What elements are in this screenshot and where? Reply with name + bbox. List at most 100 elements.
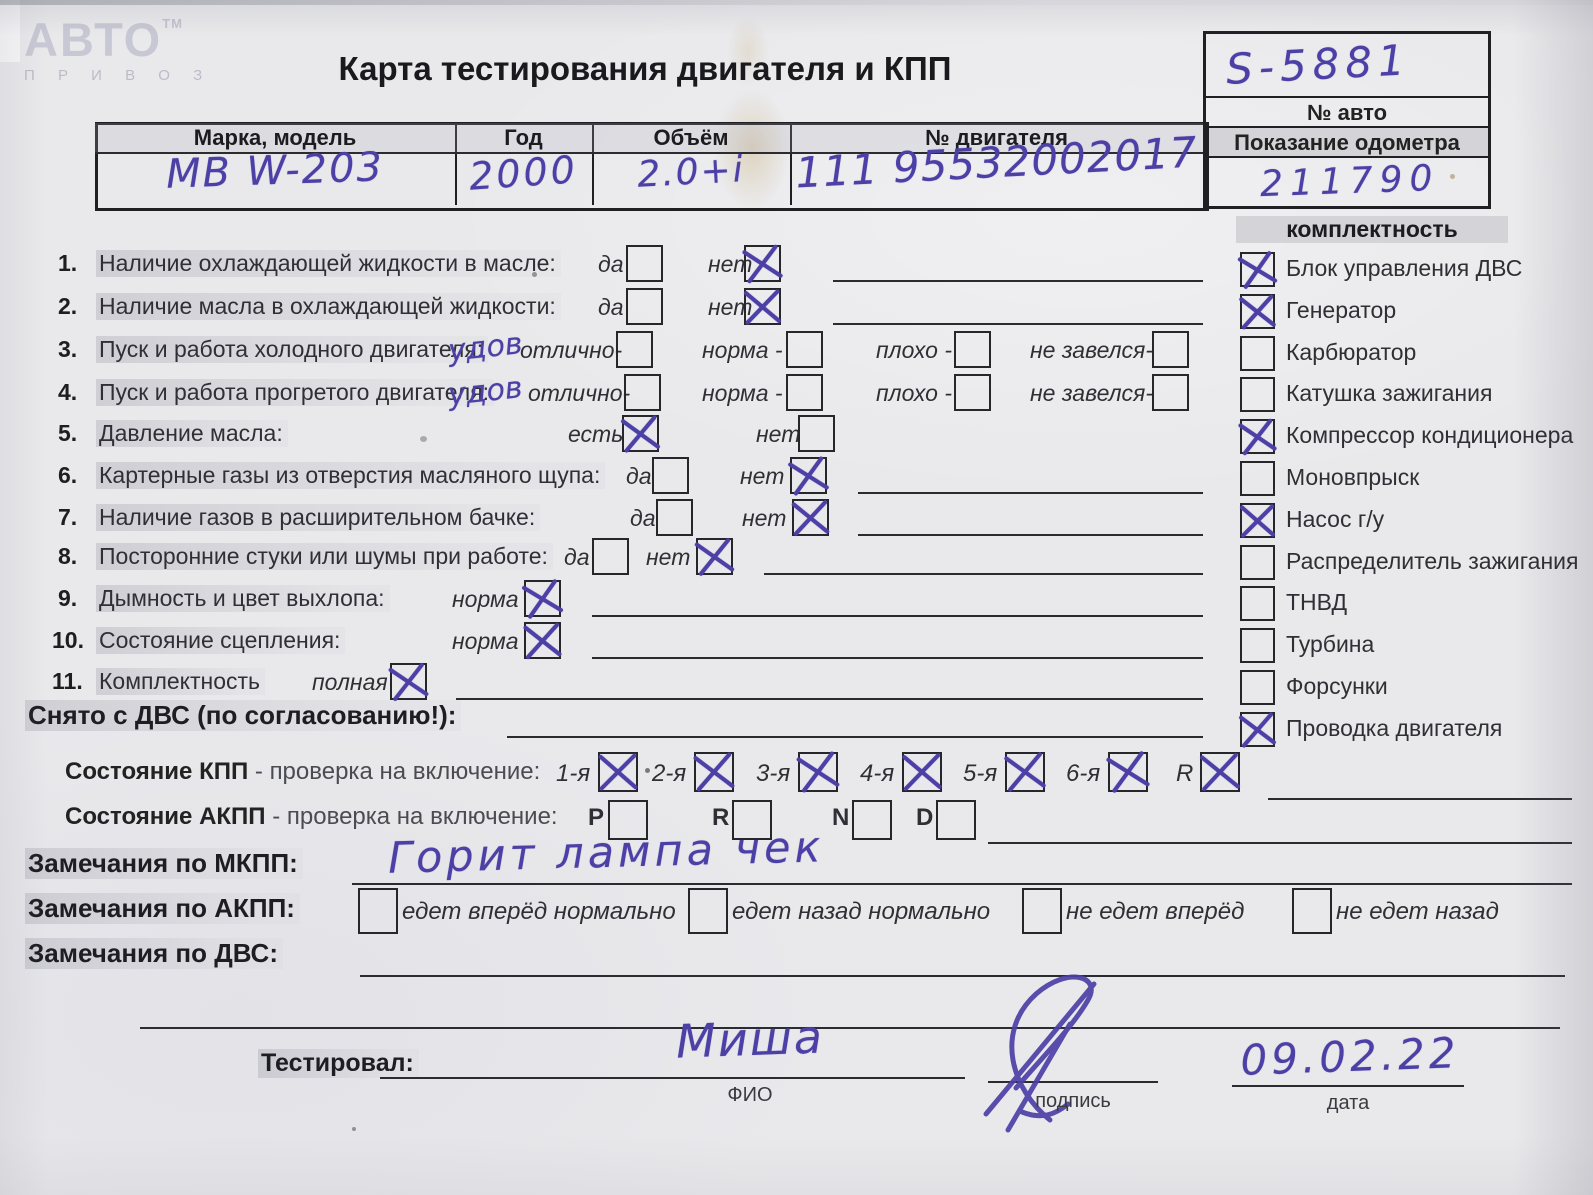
- gear-label: R: [1176, 760, 1194, 787]
- akpp-remark-checkbox-1: [688, 888, 728, 934]
- checklist-item-number: 9.: [58, 585, 78, 611]
- check-mark: [698, 536, 731, 577]
- akpp-remark-option-label: едет вперёд нормально: [402, 898, 676, 925]
- gear-label: 3-я: [756, 760, 791, 787]
- checklist-4-option-checkbox: [786, 374, 823, 411]
- check-mark: [1242, 417, 1273, 456]
- gearbox-status-label-rest: - проверка на включение:: [248, 758, 541, 785]
- gearbox-status-label: Состояние КПП - проверка на включение:: [65, 758, 540, 786]
- completeness-item-label: Проводка двигателя: [1286, 715, 1503, 741]
- akpp-remark-option-label: едет назад нормально: [732, 898, 991, 925]
- completeness-checkbox-2: [1240, 336, 1275, 371]
- table-header-divider: [95, 152, 1203, 154]
- checklist-3-option-checkbox: [1152, 331, 1189, 368]
- agear-position-label: D: [916, 804, 934, 831]
- checklist-option-label: плохо -: [876, 337, 952, 363]
- checklist-answer-line: [858, 492, 1203, 494]
- check-mark: [1241, 711, 1274, 748]
- check-mark: [623, 414, 658, 453]
- date-handwriting: 09.02.22: [1239, 1028, 1461, 1085]
- agear-position-label: N: [832, 804, 850, 831]
- checklist-6-option-checkbox: [787, 455, 830, 496]
- checklist-4-option-checkbox: [624, 374, 661, 411]
- checklist-option-label: нет: [740, 463, 785, 489]
- checklist-5-option-checkbox: [620, 414, 661, 453]
- paper-top-edge: [0, 0, 1593, 5]
- gear-label: 1-я: [556, 760, 591, 787]
- checklist-option-label: не завелся-: [1030, 337, 1154, 363]
- agear-position-label: R: [712, 804, 730, 831]
- checklist-answer-line: [833, 323, 1203, 325]
- check-mark: [793, 455, 824, 496]
- completeness-checkbox-10: [1240, 670, 1275, 705]
- checklist-item-number: 8.: [58, 543, 78, 569]
- completeness-item-label: Карбюратор: [1286, 339, 1417, 365]
- completeness-item-label: Компрессор кондиционера: [1286, 422, 1574, 448]
- checklist-item-label: Пуск и работа холодного двигателя:: [96, 336, 489, 363]
- checklist-7-option-checkbox: [656, 499, 693, 536]
- checklist-4-option-checkbox: [1152, 374, 1189, 411]
- akpp-remark-option-label: не едет назад: [1336, 898, 1499, 925]
- vehicle-table-header-3: № двигателя: [790, 123, 1203, 152]
- form-title: Карта тестирования двигателя и КПП: [338, 50, 952, 87]
- fio-line: [380, 1077, 965, 1079]
- checklist-item-number: 10.: [52, 627, 84, 653]
- checklist-item-label: Состояние сцепления:: [96, 627, 346, 654]
- avtoprivoz-logo: АВТОТМ П Р И В О З: [24, 16, 212, 84]
- checklist-2-option-checkbox: [743, 288, 782, 325]
- auto-gearbox-answer-line: [988, 842, 1572, 844]
- checklist-item-label: Картерные газы из отверстия масляного щу…: [96, 462, 606, 489]
- checklist-3-option-checkbox: [616, 331, 653, 368]
- completeness-item-label: ТНВД: [1286, 589, 1348, 615]
- completeness-item-label: Турбина: [1286, 631, 1375, 657]
- date-line: [1232, 1085, 1464, 1087]
- auto-gearbox-status-label-bold: Состояние АКПП: [65, 803, 266, 830]
- check-mark: [1007, 751, 1043, 793]
- checklist-option-label: норма: [452, 586, 519, 612]
- checklist-option-label: норма: [452, 628, 519, 654]
- gear-label: 4-я: [860, 760, 895, 787]
- agear-checkbox-N: [852, 800, 892, 840]
- checklist-item-label: Наличие масла в охлаждающей жидкости:: [96, 293, 561, 320]
- gear-checkbox-R: [1199, 752, 1241, 792]
- tester-name-handwriting: Миша: [675, 1009, 825, 1069]
- checklist-item-number: 5.: [58, 420, 78, 446]
- paper-corner-highlight: [0, 0, 20, 62]
- checklist-1-option-checkbox: [741, 243, 784, 284]
- checklist-option-label: не завелся-: [1030, 380, 1154, 406]
- checklist-answer-line: [833, 280, 1203, 282]
- separator-line: [140, 1027, 1560, 1029]
- remarks-mkpp-label: Замечания по МКПП:: [25, 848, 303, 879]
- checklist-6-option-checkbox: [652, 457, 689, 494]
- removed-from-engine-label: Снято с ДВС (по согласованию!):: [25, 700, 462, 731]
- akpp-remark-checkbox-0: [358, 888, 398, 934]
- ink-dot: [645, 768, 650, 773]
- checklist-item-label: Дымность и цвет выхлопа:: [96, 585, 390, 612]
- check-mark: [1111, 750, 1145, 794]
- checklist-option-label: отлично-: [520, 337, 623, 363]
- checklist-item-label: Посторонние стуки или шумы при работе:: [96, 543, 553, 570]
- gear-checkbox-3-я: [795, 750, 841, 794]
- auto-gearbox-status-label: Состояние АКПП - проверка на включение:: [65, 803, 558, 831]
- auto-number-handwriting: S-5881: [1224, 35, 1412, 94]
- gear-checkbox-6-я: [1105, 750, 1151, 794]
- check-mark: [392, 661, 425, 702]
- completeness-item-label: Форсунки: [1286, 673, 1388, 699]
- completeness-checkbox-9: [1240, 628, 1275, 663]
- odometer-header: Показание одометра: [1206, 126, 1488, 156]
- mkpp-answer-line: [352, 883, 1572, 885]
- checklist-4-option-checkbox: [954, 374, 991, 411]
- check-mark: [1242, 249, 1273, 290]
- checklist-1-option-checkbox: [626, 245, 663, 282]
- completeness-checkbox-0: [1237, 249, 1278, 290]
- checklist-answer-line: [592, 657, 1203, 659]
- table-column-divider: [455, 122, 457, 205]
- completeness-checkbox-6: [1239, 503, 1276, 538]
- vehicle-table-header-1: Год: [455, 123, 592, 152]
- dvs-answer-line: [360, 975, 1565, 977]
- check-mark: [696, 751, 732, 793]
- completeness-item-label: Генератор: [1286, 297, 1397, 323]
- checklist-item-label: Пуск и работа прогретого двигателя:: [96, 379, 495, 406]
- completeness-item-label: Моновпрыск: [1286, 464, 1420, 490]
- completeness-checkbox-11: [1238, 711, 1277, 748]
